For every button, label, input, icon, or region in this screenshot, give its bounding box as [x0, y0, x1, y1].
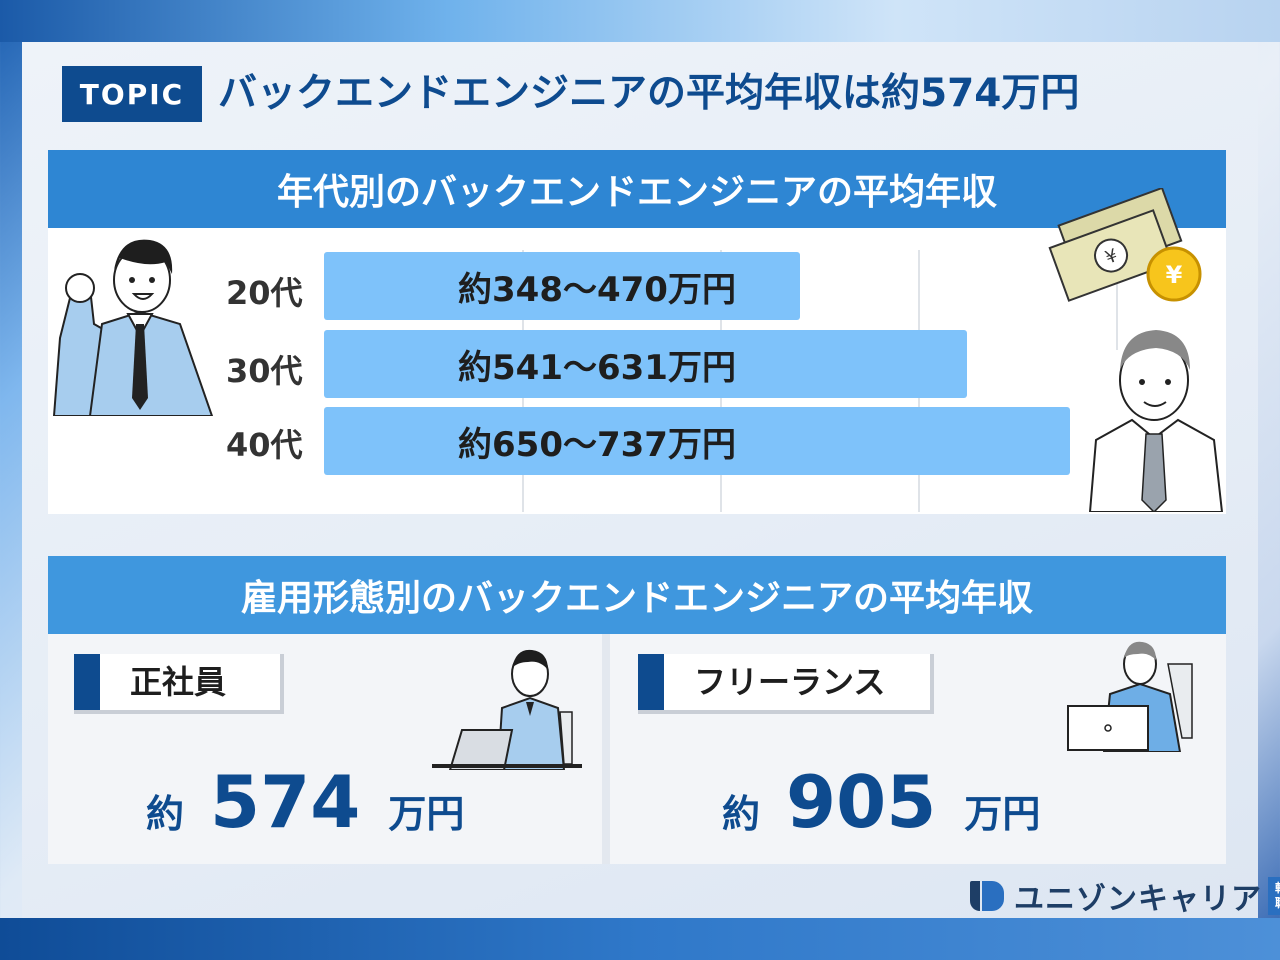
freelance-value: 905	[786, 760, 937, 844]
businessman-fist-pump-icon	[52, 239, 214, 416]
sweater-man-laptop-icon	[1067, 641, 1193, 752]
freelance-prefix: 約	[722, 792, 761, 836]
older-man-icon	[1088, 330, 1224, 512]
freelance-amount: 約 905 万円	[722, 760, 1040, 850]
salary-bar-20s: 約348〜470万円	[324, 252, 800, 320]
svg-text:¥: ¥	[1166, 261, 1183, 289]
freelance-panel: フリーランス 約 905 万円	[610, 634, 1226, 864]
fulltime-panel: 正社員 約 574 万円	[48, 634, 602, 864]
yen-money-icon: ¥ ¥	[1048, 188, 1202, 302]
page-title: バックエンドエンジニアの平均年収は約574万円	[218, 71, 1080, 116]
freelance-unit: 万円	[964, 792, 1041, 836]
fulltime-amount: 約 574 万円	[146, 760, 464, 850]
fulltime-prefix: 約	[146, 792, 185, 836]
salary-bar-30s: 約541〜631万円	[324, 330, 967, 398]
salary-bar-40s: 約650〜737万円	[324, 407, 1070, 475]
section-divider	[602, 634, 610, 864]
freelance-label-box: フリーランス	[638, 654, 934, 714]
employment-salary-card: 雇用形態別のバックエンドエンジニアの平均年収 正社員 約 574 万円 フリーラ…	[48, 556, 1226, 864]
label-stripe	[638, 654, 664, 710]
freelance-label: フリーランス	[694, 663, 886, 701]
fulltime-value: 574	[210, 760, 361, 844]
top-gradient-band	[0, 0, 1280, 42]
fulltime-unit: 万円	[388, 792, 465, 836]
tag-top-char: 転	[1275, 881, 1280, 896]
age-label-20s: 20代	[226, 274, 303, 312]
age-section-title: 年代別のバックエンドエンジニアの平均年収	[48, 150, 1226, 228]
bottom-gradient-band	[0, 918, 1280, 960]
label-stripe	[74, 654, 100, 710]
employment-section-title: 雇用形態別のバックエンドエンジニアの平均年収	[48, 556, 1226, 634]
suit-man-laptop-icon	[432, 649, 582, 770]
chart-gridline	[1116, 250, 1118, 350]
unison-logo-icon	[970, 881, 1004, 911]
age-label-30s: 30代	[226, 352, 303, 390]
fulltime-label-box: 正社員	[74, 654, 284, 714]
topic-badge: TOPIC	[62, 66, 202, 122]
age-label-40s: 40代	[226, 426, 303, 464]
brand-logo: ユニゾンキャリア 転 職	[970, 876, 1280, 917]
brand-name: ユニゾンキャリア	[1014, 882, 1262, 917]
job-change-tag: 転 職	[1268, 877, 1280, 915]
tag-bottom-char: 職	[1275, 896, 1280, 911]
fulltime-label: 正社員	[130, 663, 227, 701]
